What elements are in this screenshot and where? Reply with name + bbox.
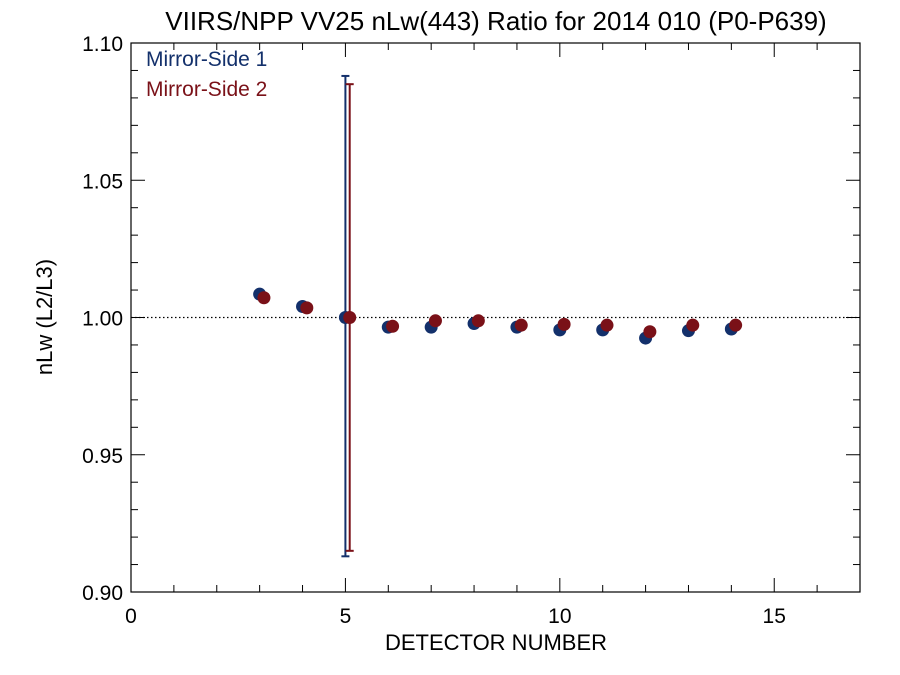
x-tick-label: 15	[763, 605, 786, 628]
x-axis-label: DETECTOR NUMBER	[385, 630, 607, 655]
data-point-series-2	[300, 301, 314, 315]
data-point-series-2	[386, 319, 400, 333]
y-tick-label: 0.90	[82, 582, 123, 605]
axis-ticks: 0 5 10 15 0.90 0.95 1.00 1.05 1.10	[82, 33, 861, 628]
data-point-series-2	[643, 325, 657, 339]
y-axis-label: nLw (L2/L3)	[32, 259, 57, 375]
data-point-series-2	[343, 311, 357, 324]
data-point-series-2	[514, 318, 528, 332]
legend-entry-mirror-side-1: Mirror-Side 1	[146, 48, 267, 71]
x-tick-label: 10	[548, 605, 571, 628]
y-tick-label: 1.00	[82, 308, 123, 331]
data-point-series-2	[471, 314, 485, 328]
data-point-series-2	[257, 291, 271, 305]
data-point-series-2	[557, 317, 571, 331]
data-point-series-2	[686, 318, 700, 332]
x-tick-label: 0	[125, 605, 137, 628]
legend-entry-mirror-side-2: Mirror-Side 2	[146, 78, 267, 101]
y-tick-label: 1.05	[82, 170, 123, 193]
y-tick-label: 1.10	[82, 33, 123, 56]
data-point-series-2	[600, 318, 614, 332]
y-tick-label: 0.95	[82, 445, 123, 468]
data-point-series-2	[428, 314, 442, 328]
chart-title: VIIRS/NPP VV25 nLw(443) Ratio for 2014 0…	[165, 6, 826, 36]
data-point-series-2	[729, 318, 743, 332]
data-points	[253, 287, 743, 345]
x-tick-label: 5	[340, 605, 352, 628]
